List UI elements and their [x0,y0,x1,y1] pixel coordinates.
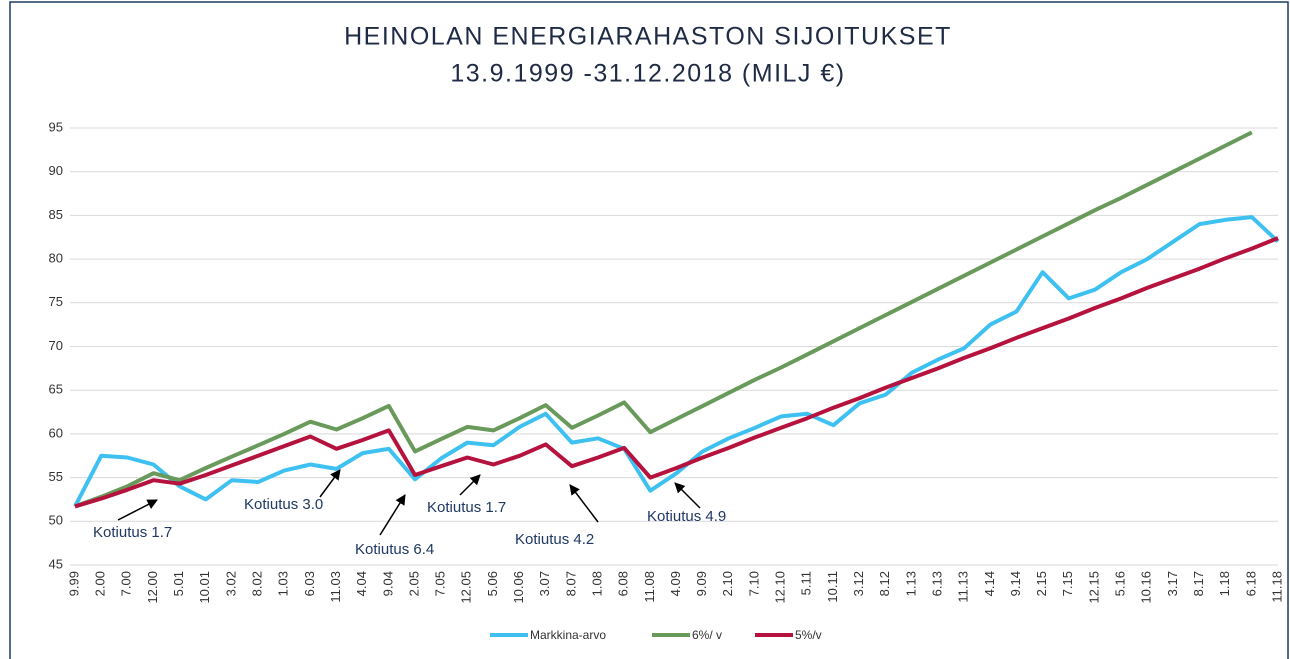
x-tick-label: 6.08 [616,571,631,596]
x-tick-label: 2.00 [93,571,108,596]
x-tick-label: 4.04 [354,571,369,596]
x-tick-label: 4.14 [982,571,997,596]
x-tick-label: 12.10 [773,571,788,604]
annotation: Kotiutus 6.4 [355,541,434,558]
x-tick-label: 3.02 [223,571,238,596]
x-tick-label: 8.07 [563,571,578,596]
y-tick-label: 60 [49,425,63,440]
x-tick-label: 1.08 [589,571,604,596]
x-tick-label: 4.09 [668,571,683,596]
x-tick-label: 11.13 [956,571,971,603]
x-tick-label: 9.14 [1008,571,1023,596]
x-tick-label: 10.16 [1139,571,1154,604]
x-tick-label: 1.18 [1217,571,1232,596]
x-tick-label: 11.18 [1269,571,1284,603]
chart-title: HEINOLAN ENERGIARAHASTON SIJOITUKSET [344,23,952,51]
x-tick-label: 3.07 [537,571,552,596]
x-tick-label: 5.16 [1113,571,1128,596]
x-tick-label: 6.13 [929,571,944,596]
x-tick-label: 3.17 [1165,571,1180,596]
annotation-arrow [379,494,406,536]
x-tick-label: 2.05 [406,571,421,596]
legend-label: Markkina-arvo [530,628,606,642]
x-tick-label: 7.15 [1060,571,1075,596]
y-tick-label: 75 [49,294,63,309]
x-tick-label: 5.01 [171,571,186,596]
y-tick-label: 70 [49,338,63,353]
x-tick-label: 11.08 [642,571,657,603]
x-tick-label: 5.11 [799,571,814,595]
y-tick-label: 45 [49,556,63,571]
legend-label: 6%/ v [692,628,722,642]
annotation: Kotiutus 4.2 [515,531,594,548]
x-tick-label: 9.99 [66,571,81,596]
y-tick-label: 55 [49,469,63,484]
x-tick-label: 12.05 [459,571,474,604]
x-tick-label: 3.12 [851,571,866,596]
series-line [73,215,1280,508]
y-tick-label: 95 [49,119,63,134]
annotation: Kotiutus 4.9 [647,508,726,525]
x-tick-label: 10.11 [825,571,840,603]
x-tick-label: 11.03 [328,571,343,603]
x-tick-label: 8.12 [877,571,892,596]
x-tick-label: 10.06 [511,571,526,604]
frame [9,1,1289,659]
x-tick-label: 1.13 [903,571,918,596]
annotation: Kotiutus 1.7 [93,524,172,541]
x-tick-label: 10.01 [197,571,212,604]
annotation-arrow [117,499,158,521]
x-tick-label: 8.02 [250,571,265,596]
y-tick-label: 85 [49,207,63,222]
chart-subtitle: 13.9.1999 -31.12.2018 (MILJ €) [450,60,845,88]
annotation: Kotiutus 1.7 [427,499,506,516]
x-tick-label: 1.03 [276,571,291,596]
x-tick-label: 2.10 [720,571,735,596]
annotation-arrow [319,469,341,498]
y-tick-label: 65 [49,382,63,397]
annotation-arrow [569,484,599,523]
x-tick-label: 6.18 [1243,571,1258,596]
x-tick-label: 7.10 [746,571,761,596]
annotation: Kotiutus 3.0 [244,496,323,513]
x-tick-label: 12.15 [1086,571,1101,604]
series-line [74,236,1279,509]
x-tick-label: 12.00 [145,571,160,604]
x-tick-label: 2.15 [1034,571,1049,596]
series-line [74,130,1253,509]
x-tick-label: 8.17 [1191,571,1206,596]
x-tick-label: 7.05 [433,571,448,596]
legend-label: 5%/v [795,628,822,642]
y-tick-label: 80 [49,251,63,266]
y-tick-label: 90 [49,163,63,178]
x-tick-label: 6.03 [302,571,317,596]
annotation-arrow [674,482,701,509]
x-tick-label: 9.04 [380,571,395,596]
y-tick-label: 50 [49,513,63,528]
x-tick-label: 7.00 [119,571,134,596]
x-tick-label: 9.09 [694,571,709,596]
x-tick-label: 5.06 [485,571,500,596]
annotation-arrow [459,474,481,496]
